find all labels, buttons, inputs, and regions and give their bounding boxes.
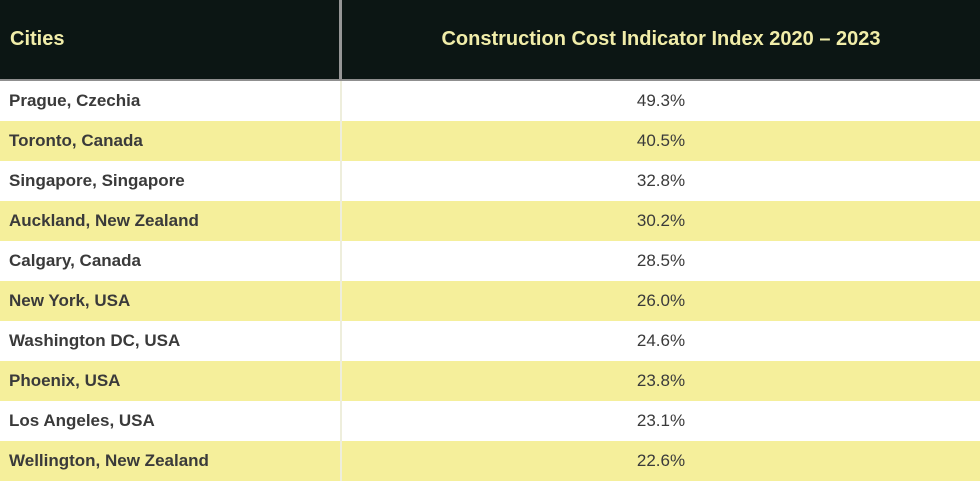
index-value-cell: 49.3% xyxy=(636,91,686,110)
column-header-cities: Cities xyxy=(0,0,342,79)
city-name-cell: Singapore, Singapore xyxy=(0,161,342,201)
city-name-cell: New York, USA xyxy=(0,281,342,321)
table-row: Phoenix, USA 23.8% xyxy=(0,361,980,401)
index-value-cell: 40.5% xyxy=(636,131,686,150)
table-body: Prague, Czechia 49.3% Toronto, Canada 40… xyxy=(0,81,980,481)
city-name-cell: Phoenix, USA xyxy=(0,361,342,401)
table-row: Wellington, New Zealand 22.6% xyxy=(0,441,980,481)
index-value-cell: 30.2% xyxy=(636,211,686,230)
city-name-cell: Prague, Czechia xyxy=(0,81,342,121)
index-value-cell: 22.6% xyxy=(636,451,686,470)
city-name-cell: Los Angeles, USA xyxy=(0,401,342,441)
table-row: Singapore, Singapore 32.8% xyxy=(0,161,980,201)
table-header-row: Cities Construction Cost Indicator Index… xyxy=(0,0,980,81)
city-name-cell: Toronto, Canada xyxy=(0,121,342,161)
index-value-cell: 26.0% xyxy=(636,291,686,310)
index-value-cell: 28.5% xyxy=(636,251,686,270)
table-row: Toronto, Canada 40.5% xyxy=(0,121,980,161)
index-value-cell: 23.8% xyxy=(636,371,686,390)
table-row: New York, USA 26.0% xyxy=(0,281,980,321)
table-row: Prague, Czechia 49.3% xyxy=(0,81,980,121)
city-name-cell: Wellington, New Zealand xyxy=(0,441,342,481)
table-row: Auckland, New Zealand 30.2% xyxy=(0,201,980,241)
index-value-cell: 32.8% xyxy=(636,171,686,190)
table-row: Los Angeles, USA 23.1% xyxy=(0,401,980,441)
table-row: Washington DC, USA 24.6% xyxy=(0,321,980,361)
table-row: Calgary, Canada 28.5% xyxy=(0,241,980,281)
index-value-cell: 24.6% xyxy=(636,331,686,350)
column-header-index: Construction Cost Indicator Index 2020 –… xyxy=(441,28,881,50)
city-name-cell: Auckland, New Zealand xyxy=(0,201,342,241)
index-value-cell: 23.1% xyxy=(636,411,686,430)
city-name-cell: Calgary, Canada xyxy=(0,241,342,281)
city-name-cell: Washington DC, USA xyxy=(0,321,342,361)
